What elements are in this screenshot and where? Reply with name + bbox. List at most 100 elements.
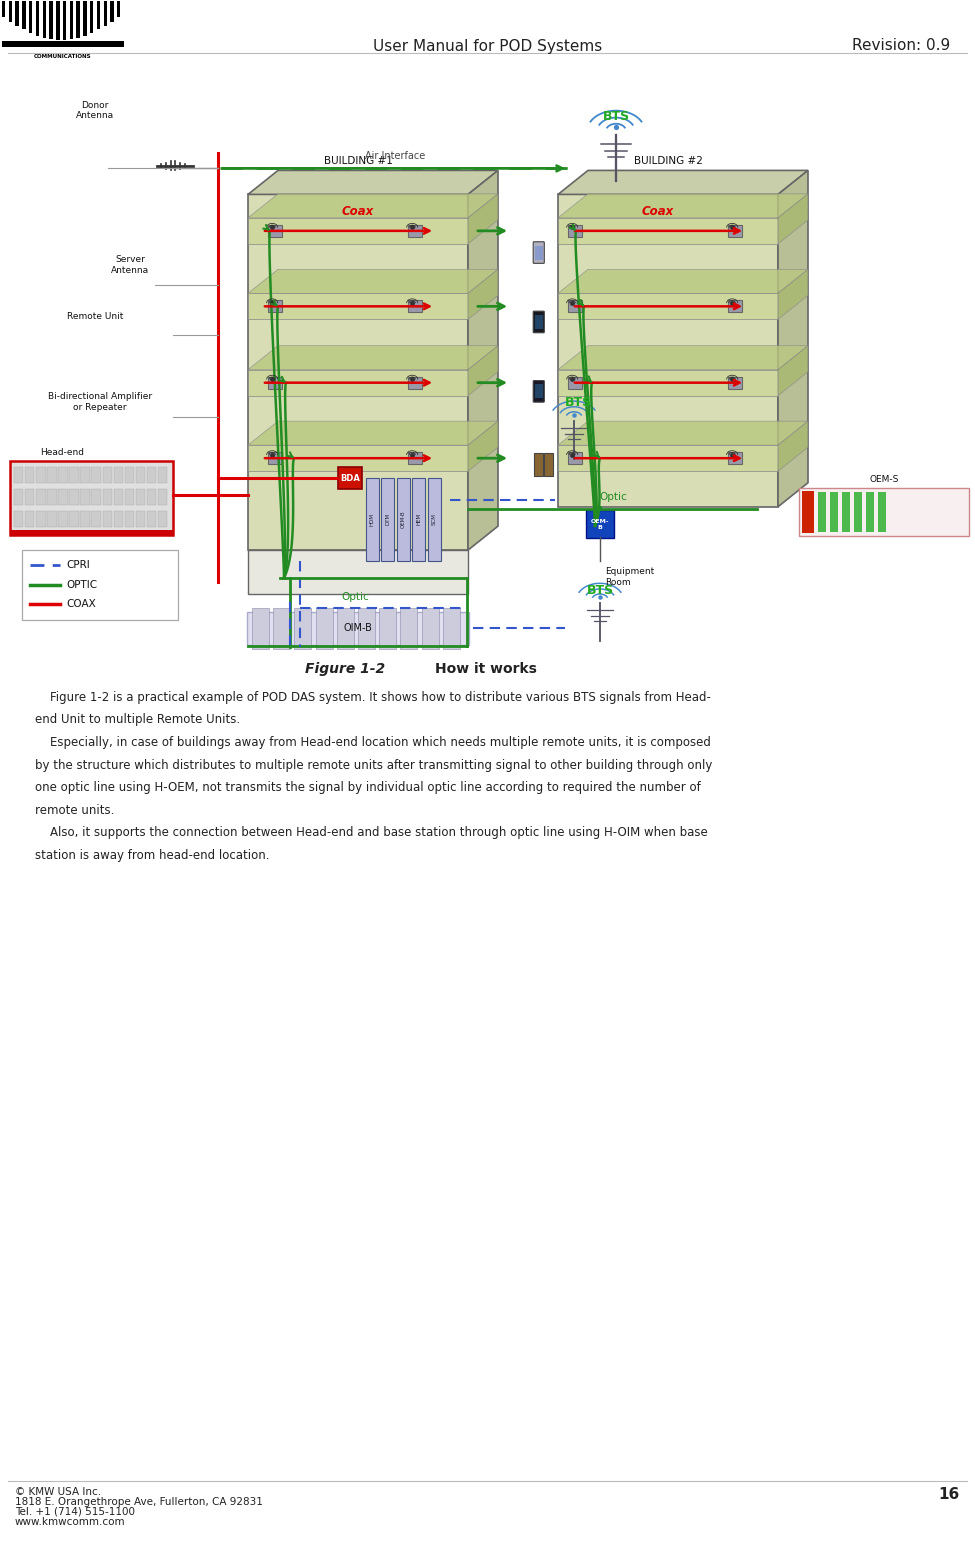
Bar [36,488,46,505]
Polygon shape [468,345,498,396]
FancyBboxPatch shape [799,488,969,536]
Bar [408,300,422,313]
Text: BTS: BTS [565,396,592,410]
Bar [830,493,838,532]
FancyBboxPatch shape [10,461,173,535]
Polygon shape [248,421,498,445]
Bar [273,607,291,649]
Bar [728,300,742,313]
FancyBboxPatch shape [533,453,542,476]
Polygon shape [248,345,498,370]
Text: BUILDING #2: BUILDING #2 [634,157,702,166]
Bar [728,225,742,237]
Polygon shape [558,171,808,194]
Text: one optic line using H-OEM, not transmits the signal by individual optic line ac: one optic line using H-OEM, not transmit… [35,781,701,794]
Text: © KMW USA Inc.: © KMW USA Inc. [15,1487,101,1496]
Bar [158,467,168,482]
Bar [62,2,66,40]
Text: HEM: HEM [416,513,421,525]
Bar [408,376,422,388]
Text: Donor
Antenna: Donor Antenna [76,100,114,120]
Bar [568,225,582,237]
Text: end Unit to multiple Remote Units.: end Unit to multiple Remote Units. [35,713,240,726]
Bar [10,530,173,535]
FancyBboxPatch shape [543,453,553,476]
Bar [36,512,46,527]
Polygon shape [778,345,808,396]
Bar [136,512,145,527]
Polygon shape [558,421,808,445]
Bar [854,493,862,532]
Bar [50,2,53,39]
Bar [25,512,34,527]
Text: Optic: Optic [599,493,627,502]
Text: Head-end: Head-end [40,448,84,456]
Bar [14,512,23,527]
Polygon shape [248,194,498,217]
Bar [268,225,282,237]
Bar [248,550,468,593]
Polygon shape [558,270,808,293]
Bar [158,488,168,505]
Bar [47,467,57,482]
Bar [802,492,814,533]
Bar [14,488,23,505]
Bar [57,2,59,40]
Bar [25,467,34,482]
Text: COAX: COAX [66,599,96,609]
Bar [568,376,582,388]
Bar [25,488,34,505]
Text: www.kmwcomm.com: www.kmwcomm.com [15,1516,126,1527]
Bar [136,488,145,505]
FancyBboxPatch shape [397,478,410,561]
Bar [358,607,375,649]
Bar [69,467,79,482]
Text: 16: 16 [939,1487,960,1502]
Bar [248,445,468,472]
Bar [842,493,850,532]
Bar [102,488,112,505]
Bar [316,607,332,649]
Bar [728,376,742,388]
Bar [69,2,73,39]
Bar [568,452,582,464]
Bar [147,467,156,482]
Bar [2,42,124,46]
Bar [92,512,100,527]
Bar [80,488,90,505]
Bar [80,512,90,527]
Bar [9,2,12,22]
Bar [294,607,311,649]
Bar [22,2,25,29]
Bar [16,2,19,26]
Bar [69,488,79,505]
Bar [818,493,826,532]
Bar [268,300,282,313]
Text: User Manual for POD Systems: User Manual for POD Systems [372,39,603,54]
Bar [558,217,778,243]
Bar [443,607,460,649]
Text: station is away from head-end location.: station is away from head-end location. [35,849,269,861]
Bar [158,512,168,527]
Bar [535,384,542,399]
Polygon shape [558,194,808,217]
Bar [421,607,439,649]
Text: remote units.: remote units. [35,803,114,817]
Bar [336,607,354,649]
FancyBboxPatch shape [247,612,469,644]
Text: BUILDING #1: BUILDING #1 [324,157,392,166]
Bar [558,194,778,507]
Bar [268,452,282,464]
Bar [83,2,87,35]
Bar [866,493,874,532]
Polygon shape [248,270,498,293]
Bar [248,370,468,396]
Polygon shape [468,270,498,319]
Bar [36,467,46,482]
Bar [568,300,582,313]
Bar [97,2,100,29]
Bar [47,512,57,527]
FancyBboxPatch shape [427,478,441,561]
Bar [147,512,156,527]
Text: BTS: BTS [603,109,630,123]
